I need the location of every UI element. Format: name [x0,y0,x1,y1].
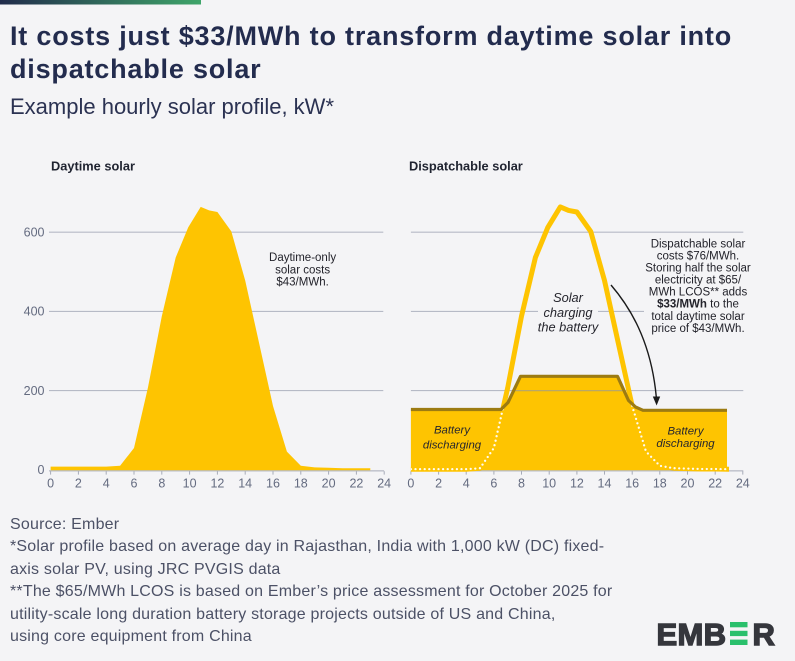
svg-text:Battery: Battery [667,425,704,437]
svg-text:$43/MWh.: $43/MWh. [276,277,328,289]
svg-text:6: 6 [131,477,138,491]
svg-text:solar costs: solar costs [275,264,330,276]
svg-text:Dispatchable solar: Dispatchable solar [651,238,746,250]
svg-text:12: 12 [210,477,224,491]
svg-text:2: 2 [75,477,82,491]
svg-text:200: 200 [24,384,45,398]
svg-text:EMB: EMB [657,617,727,652]
svg-text:discharging: discharging [656,438,715,450]
svg-text:24: 24 [736,477,750,491]
svg-text:Daytime solar: Daytime solar [51,159,135,174]
svg-text:4: 4 [103,477,110,491]
svg-text:12: 12 [570,477,584,491]
svg-text:14: 14 [238,477,252,491]
svg-text:20: 20 [681,477,695,491]
svg-text:20: 20 [322,477,336,491]
svg-text:Daytime-only: Daytime-only [269,252,336,264]
svg-text:0: 0 [407,477,414,491]
svg-text:total daytime solar: total daytime solar [651,311,744,323]
svg-text:16: 16 [625,477,639,491]
svg-text:8: 8 [518,477,525,491]
svg-text:R: R [753,617,775,652]
svg-text:22: 22 [349,477,363,491]
svg-text:MWh LCOS** adds: MWh LCOS** adds [649,287,748,299]
svg-text:price of $43/MWh.: price of $43/MWh. [651,323,744,335]
svg-text:Solar: Solar [553,290,584,305]
svg-text:600: 600 [24,226,45,240]
svg-text:the battery: the battery [538,320,600,335]
svg-text:24: 24 [377,477,391,491]
svg-text:8: 8 [158,477,165,491]
svg-text:18: 18 [653,477,667,491]
svg-text:electricity at $65/: electricity at $65/ [655,275,742,287]
svg-text:Battery: Battery [434,425,471,437]
svg-text:0: 0 [47,477,54,491]
svg-text:16: 16 [266,477,280,491]
svg-text:0: 0 [38,463,45,477]
svg-text:14: 14 [598,477,612,491]
svg-text:18: 18 [294,477,308,491]
svg-text:22: 22 [708,477,722,491]
svg-text:10: 10 [542,477,556,491]
svg-text:Dispatchable solar: Dispatchable solar [409,159,523,174]
svg-text:charging: charging [543,305,592,320]
svg-text:Storing half the solar: Storing half the solar [645,263,751,275]
svg-text:400: 400 [24,305,45,319]
svg-text:2: 2 [435,477,442,491]
svg-text:6: 6 [490,477,497,491]
svg-text:4: 4 [463,477,470,491]
svg-text:discharging: discharging [423,440,482,452]
svg-text:$33/MWh to the: $33/MWh to the [657,299,739,311]
svg-text:10: 10 [183,477,197,491]
svg-text:costs $76/MWh.: costs $76/MWh. [657,250,739,262]
